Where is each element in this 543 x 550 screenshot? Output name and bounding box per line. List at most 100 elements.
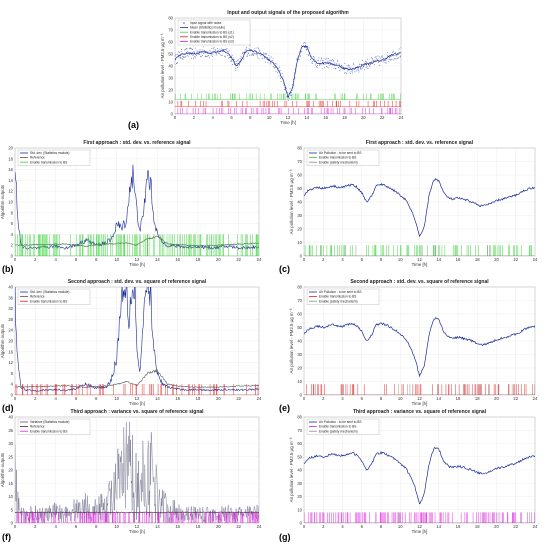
input-sample-point [305,48,307,50]
x-tick-label: 6 [230,115,233,120]
input-sample-point [355,70,357,72]
panel-label: (c) [279,264,290,274]
legend-box [306,418,380,435]
x-tick-label: 10 [114,257,119,262]
input-sample-point [177,53,179,55]
input-sample-point [257,56,259,58]
y-tick-label: 40 [297,200,302,205]
legend-entry: Enable transmission to BS (s3) [190,40,234,44]
input-sample-point [239,64,241,66]
y-tick-label: 80 [297,285,302,290]
input-sample-point [275,63,276,64]
input-sample-point [376,59,378,61]
input-sample-point [203,53,205,54]
input-sample-point [260,54,262,56]
chart-title: Second approach : std. dev. vs. square o… [68,279,207,285]
input-sample-point [195,47,197,49]
input-sample-point [362,67,364,69]
input-sample-point [382,59,384,61]
legend-entry: Enable transmission to BS [30,299,67,303]
input-sample-point [281,73,283,75]
input-sample-point [218,52,220,54]
input-sample-point [327,60,329,62]
input-sample-point [259,49,261,51]
input-sample-point [300,51,302,53]
input-sample-point [336,60,338,62]
input-sample-point [198,51,200,53]
x-tick-label: 16 [175,396,180,401]
y-axis-label: Algorithm outputs [0,452,5,487]
input-sample-point [378,64,380,66]
input-sample-point [377,62,379,63]
input-sample-point [311,62,313,64]
series-0-line [304,317,535,378]
input-sample-point [399,56,401,58]
input-sample-point [397,54,399,56]
input-sample-point [341,65,342,67]
x-tick-label: 6 [75,524,78,529]
y-tick-label: 35 [8,428,13,433]
x-tick-label: 10 [114,396,119,401]
input-sample-point [211,55,213,57]
input-sample-point [199,49,201,51]
input-sample-point [240,59,242,61]
x-tick-label: 22 [236,396,241,401]
input-sample-point [341,68,343,69]
input-sample-point [276,63,278,65]
input-sample-point [301,45,302,47]
input-sample-point [248,47,250,49]
input-sample-point [228,49,230,51]
input-sample-point [211,48,213,49]
y-axis-label: Air pollution level - PM2.5 µg m⁻³ [289,437,294,502]
panel-label: (a) [128,120,139,130]
x-tick-label: 20 [216,524,221,529]
input-sample-point [277,67,279,69]
input-sample-point [240,56,242,58]
input-sample-point [335,68,337,70]
y-axis-label: Algorithm outputs [0,323,5,358]
x-tick-label: 0 [14,524,17,529]
legend-entry: Reference [30,156,45,160]
input-sample-point [290,94,292,96]
input-sample-point [308,47,310,49]
input-sample-point [381,56,383,58]
input-sample-point [223,49,225,50]
input-sample-point [217,53,219,55]
input-sample-point [338,67,340,69]
series-1-pulses [304,245,535,256]
y-tick-label: 0 [300,521,303,526]
chart-title: Third approach : variance vs. square of … [70,409,204,415]
y-tick-label: 4 [11,382,14,387]
input-sample-point [258,58,260,60]
x-tick-label: 14 [155,524,160,529]
input-sample-point [188,47,190,49]
legend-entry: Variance (Statistics module) [30,420,69,424]
input-sample-point [314,58,316,60]
input-sample-point [181,57,183,59]
input-sample-point [348,65,350,66]
input-sample-point [226,51,228,52]
input-sample-point [183,56,184,58]
input-sample-point [332,60,334,62]
input-sample-point [308,55,309,57]
y-tick-label: 0 [300,393,303,398]
x-axis-label: Time [h] [129,401,145,406]
y-tick-label: 60 [297,312,302,317]
y-tick-label: 40 [297,339,302,344]
input-sample-point [180,57,182,58]
chart-title: First approach : std. dev. vs. reference… [366,140,474,146]
input-sample-point [389,59,391,61]
input-sample-point [300,55,301,57]
input-sample-point [311,61,313,63]
panel-c: 0 2 4 6 8 10 12 14 16 18 20 22 2401020304050607080Fi… [279,140,538,274]
input-sample-point [255,53,257,55]
input-sample-point [372,59,374,61]
x-tick-label: 24 [257,257,262,262]
input-sample-point [271,60,273,62]
x-tick-label: 20 [494,257,499,262]
input-sample-point [264,53,266,55]
input-sample-point [364,69,366,71]
input-sample-point [331,60,333,62]
input-sample-point [236,63,238,65]
